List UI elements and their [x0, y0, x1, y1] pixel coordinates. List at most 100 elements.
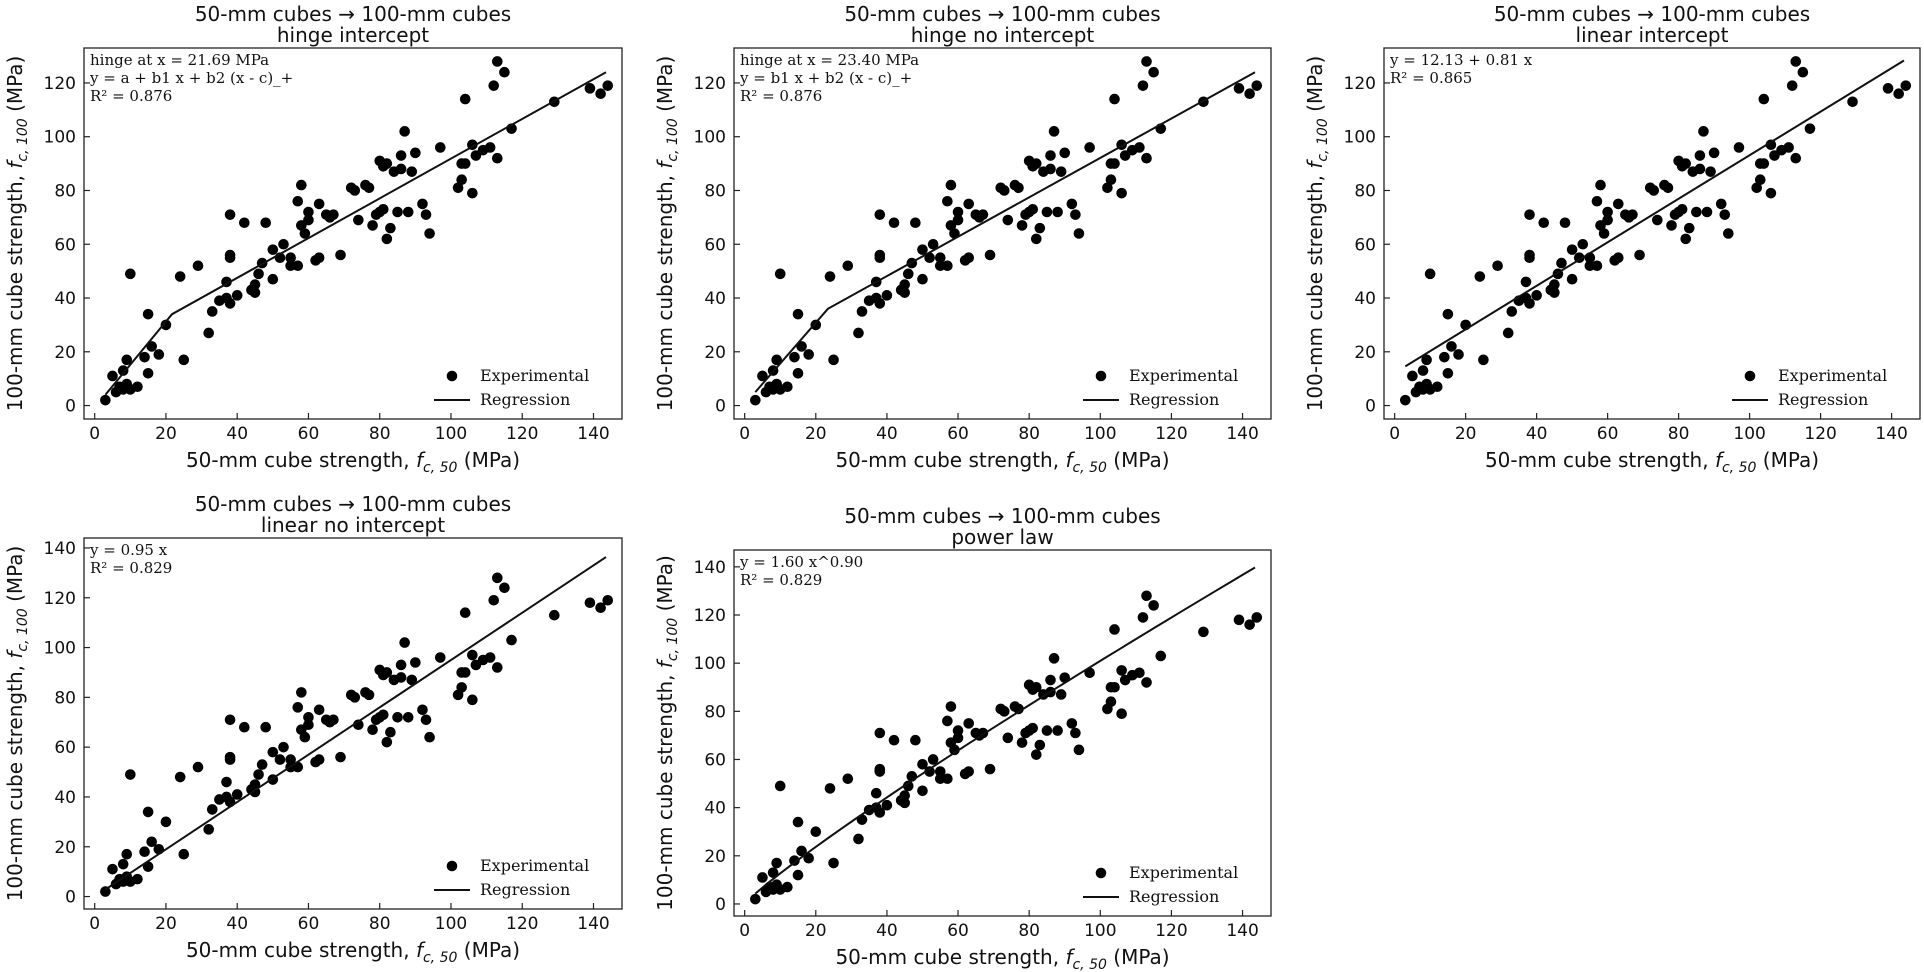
x-tick-label: 100 [435, 424, 467, 444]
data-point [178, 848, 190, 860]
data-point [1559, 217, 1571, 229]
data-point [1765, 139, 1777, 151]
data-point [417, 198, 428, 210]
data-point [1723, 228, 1734, 239]
data-point [584, 83, 596, 94]
data-point [178, 354, 190, 366]
y-tick-label: 100 [44, 128, 76, 148]
x-tick-label: 120 [506, 424, 538, 444]
y-tick-label: 0 [65, 397, 76, 417]
data-point [1652, 214, 1663, 226]
data-point [267, 244, 279, 255]
data-point [231, 789, 243, 800]
data-point [1506, 306, 1518, 317]
data-point [984, 249, 996, 261]
y-tick-label: 60 [704, 750, 726, 770]
data-point [299, 731, 311, 743]
data-point [121, 354, 133, 366]
y-tick-label: 120 [694, 606, 726, 626]
data-point [224, 249, 236, 261]
data-point [1595, 179, 1606, 191]
data-point [224, 209, 236, 220]
data-point [1524, 249, 1535, 261]
data-point [1520, 276, 1532, 288]
x-axis-label: 50-mm cube strength, fc, 50 (MPa) [186, 448, 520, 476]
y-axis-label: 100-mm cube strength, fc, 100 (MPa) [653, 56, 681, 412]
data-point [952, 206, 964, 218]
data-point [595, 602, 606, 614]
axes-frame [1383, 47, 1921, 420]
y-axis-label-suffix: (MPa) [653, 555, 677, 618]
x-tick-label: 100 [435, 914, 467, 934]
x-tick-label: 20 [805, 921, 827, 941]
y-tick-label: 0 [715, 895, 726, 915]
data-point [1612, 252, 1624, 263]
data-point [1566, 273, 1578, 285]
data-point [1055, 166, 1067, 177]
data-point [828, 354, 839, 366]
data-point [1066, 718, 1078, 729]
data-point [456, 682, 467, 693]
data-point [1048, 126, 1060, 137]
data-point [910, 217, 921, 229]
data-point [1751, 182, 1763, 194]
data-point [750, 893, 761, 905]
y-tick-label: 0 [715, 397, 726, 417]
data-point [927, 238, 939, 250]
data-point [888, 217, 900, 229]
data-point [963, 718, 975, 729]
data-point [1758, 158, 1770, 169]
data-point [142, 308, 154, 320]
data-point [313, 198, 325, 210]
data-point [1478, 354, 1489, 366]
data-point [1701, 206, 1713, 218]
data-point [117, 858, 129, 870]
data-point [1591, 195, 1603, 207]
data-point [381, 158, 393, 169]
data-point [917, 244, 928, 255]
data-point [303, 711, 314, 723]
data-point [313, 252, 325, 263]
data-point [888, 734, 900, 746]
data-point [782, 881, 793, 893]
x-tick-label: 120 [506, 914, 538, 934]
data-point [1141, 56, 1152, 67]
x-axis-label-prefix: 50-mm cube strength, [1485, 448, 1715, 472]
data-point [757, 370, 768, 382]
data-point [853, 327, 864, 339]
data-point [132, 381, 143, 393]
data-point [491, 152, 503, 164]
y-axis-label-sub: c, 100 [665, 118, 681, 161]
annotation-line: y = 1.60 x^0.90 [739, 553, 863, 571]
data-point [1591, 260, 1603, 272]
data-point [870, 787, 882, 799]
data-point [1116, 665, 1127, 676]
legend-label-regression: Regression [1778, 390, 1868, 409]
data-point [1538, 217, 1550, 229]
x-axis-label-sub: c, 50 [1722, 460, 1757, 476]
data-point [1474, 271, 1486, 282]
x-tick-label: 100 [1733, 424, 1765, 444]
data-point [1134, 667, 1145, 679]
data-point [313, 704, 325, 716]
data-point [395, 672, 407, 683]
data-point [303, 206, 314, 218]
data-point [107, 863, 118, 875]
x-tick-label: 140 [577, 914, 609, 934]
chart-title: 50-mm cubes → 100-mm cubes [195, 492, 511, 516]
data-point [1073, 228, 1085, 239]
data-point [917, 273, 928, 285]
x-axis-label-sub: c, 50 [423, 460, 458, 476]
data-point [1549, 287, 1560, 298]
data-point [260, 721, 272, 733]
x-tick-label: 40 [226, 914, 248, 934]
data-point [353, 214, 364, 226]
data-point [842, 773, 854, 785]
data-point [1041, 206, 1053, 218]
data-point [1680, 158, 1692, 169]
data-point [1676, 204, 1688, 215]
chart-subtitle: hinge intercept [277, 23, 429, 47]
data-point [467, 649, 478, 661]
data-point [117, 365, 129, 376]
